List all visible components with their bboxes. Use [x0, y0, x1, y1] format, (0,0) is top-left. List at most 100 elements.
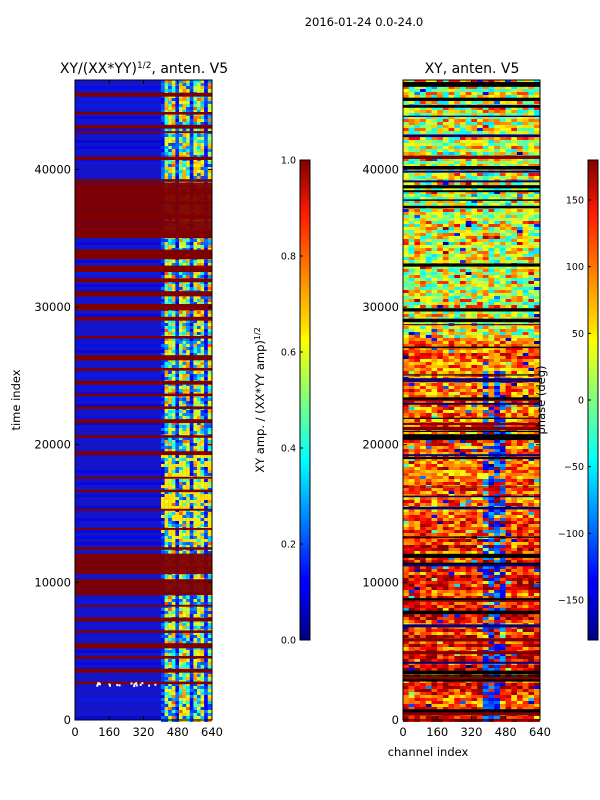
phase-cell	[517, 209, 523, 212]
phase-cell	[437, 110, 443, 113]
amplitude-cell	[164, 128, 169, 131]
amplitude-cell	[186, 443, 190, 446]
amplitude-cell	[175, 623, 180, 626]
phase-cell	[414, 293, 421, 296]
amplitude-cell	[182, 467, 187, 470]
amplitude-cell	[182, 281, 187, 284]
phase-cell	[408, 296, 415, 299]
phase-cell	[511, 101, 518, 104]
phase-cell	[482, 119, 489, 122]
amplitude-cell	[207, 86, 212, 89]
amplitude-cell	[171, 155, 176, 158]
phase-cell	[488, 227, 495, 230]
amplitude-cell	[175, 122, 180, 125]
phase-cell	[448, 191, 455, 194]
amplitude-cell	[186, 551, 190, 554]
phase-cell	[534, 284, 540, 287]
phase-cell	[494, 305, 500, 308]
amplitude-cell	[161, 485, 165, 488]
phase-cell	[482, 158, 489, 161]
amplitude-cell	[171, 512, 176, 515]
amplitude-cell	[204, 347, 208, 350]
amplitude-cell	[207, 359, 212, 362]
amplitude-cell	[168, 689, 172, 692]
phase-cell	[431, 146, 438, 149]
amplitude-cell	[189, 287, 194, 290]
amplitude-cell	[179, 674, 183, 677]
amplitude-cell	[186, 626, 190, 629]
phase-cell	[460, 281, 466, 284]
amplitude-cell	[164, 173, 169, 176]
amplitude-cell	[204, 377, 208, 380]
amplitude-cell	[164, 518, 169, 521]
amplitude-cell	[207, 482, 212, 485]
amplitude-cell	[189, 713, 194, 716]
phase-cell	[425, 284, 432, 287]
amplitude-cell	[168, 500, 172, 503]
phase-cell	[494, 188, 500, 191]
phase-cell	[517, 125, 523, 128]
amplitude-cell	[161, 680, 165, 683]
amplitude-cell	[179, 398, 183, 401]
amplitude-cell	[161, 296, 165, 299]
amplitude-cell	[175, 389, 180, 392]
amplitude-cell	[175, 473, 180, 476]
amplitude-cell	[197, 491, 201, 494]
phase-cell	[437, 269, 443, 272]
phase-cell	[534, 221, 540, 224]
phase-cell	[408, 260, 415, 263]
amplitude-cell	[182, 164, 187, 167]
phase-cell	[420, 215, 426, 218]
phase-cell	[460, 242, 466, 245]
amplitude-cell	[161, 611, 165, 614]
amplitude-cell	[193, 497, 198, 500]
phase-cell	[494, 149, 500, 152]
amplitude-cell	[197, 242, 201, 245]
phase-cell	[505, 119, 512, 122]
amplitude-cell	[164, 524, 169, 527]
amplitude-cell	[200, 437, 205, 440]
amplitude-cell	[179, 458, 183, 461]
amplitude-cell	[189, 602, 194, 605]
amplitude-cell	[207, 470, 212, 473]
amplitude-cell	[186, 341, 190, 344]
phase-cell	[499, 101, 506, 104]
amplitude-cell	[204, 545, 208, 548]
amplitude-cell	[189, 431, 194, 434]
amplitude-cell	[175, 665, 180, 668]
phase-cell	[482, 209, 489, 212]
phase-cell	[494, 257, 500, 260]
phase-cell	[454, 173, 461, 176]
phase-cell	[408, 278, 415, 281]
phase-cell	[488, 233, 495, 236]
amplitude-cell	[186, 641, 190, 644]
phase-cell	[425, 125, 432, 128]
amplitude-cell	[200, 626, 205, 629]
amplitude-cell	[186, 701, 190, 704]
amplitude-cell	[200, 173, 205, 176]
amplitude-cell	[193, 110, 198, 113]
amplitude-cell	[193, 299, 198, 302]
amplitude-cell	[179, 323, 183, 326]
phase-cell	[517, 299, 523, 302]
phase-cell	[460, 245, 466, 248]
amplitude-cell	[161, 116, 165, 119]
phase-cell	[431, 143, 438, 146]
amplitude-cell	[179, 155, 183, 158]
phase-cell	[517, 284, 523, 287]
phase-cell	[460, 158, 466, 161]
amplitude-cell	[182, 461, 187, 464]
amplitude-cell	[193, 263, 198, 266]
amplitude-cell	[161, 608, 165, 611]
amplitude-cell	[175, 698, 180, 701]
amplitude-flag-stripe	[75, 489, 212, 493]
amplitude-cell	[175, 239, 180, 242]
amplitude-cell	[75, 350, 161, 353]
phase-heatmap-texture	[403, 80, 540, 722]
phase-cell	[482, 299, 489, 302]
amplitude-cell	[179, 362, 183, 365]
amplitude-cell	[75, 86, 161, 89]
amplitude-cell	[179, 239, 183, 242]
amplitude-cell	[207, 707, 212, 710]
phase-cell	[517, 254, 523, 257]
